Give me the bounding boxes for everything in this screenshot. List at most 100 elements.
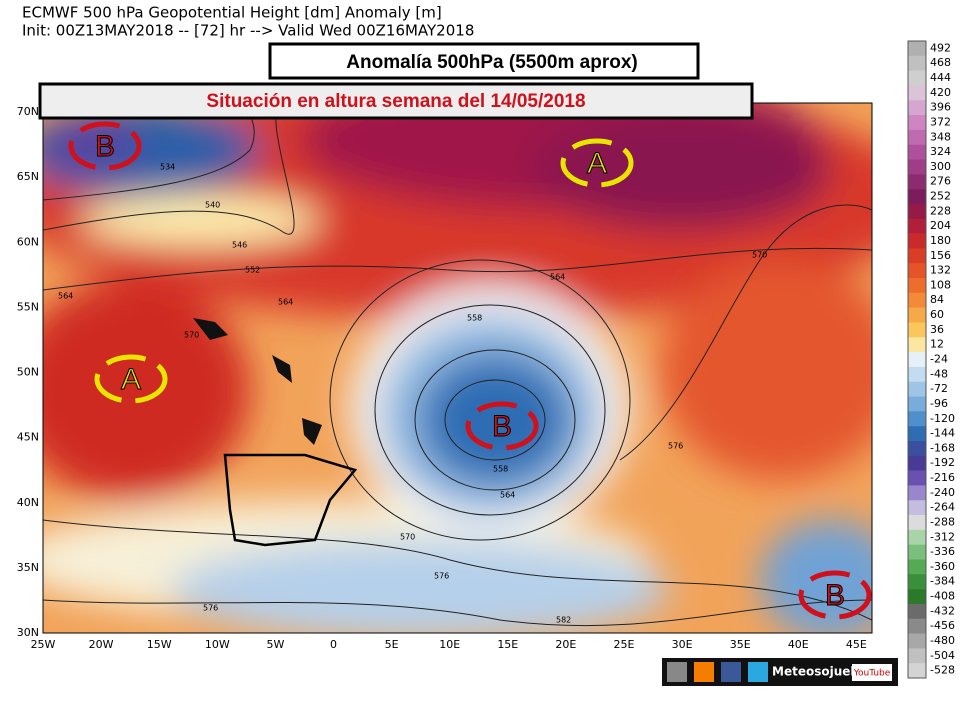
colorbar-swatch [908, 500, 926, 516]
colorbar-swatch [908, 648, 926, 664]
colorbar-label: 324 [930, 145, 951, 158]
colorbar-swatch [908, 70, 926, 86]
contour-label: 570 [752, 251, 767, 260]
arrows [193, 318, 322, 445]
colorbar-swatch [908, 381, 926, 397]
colorbar-swatch [908, 189, 926, 205]
colorbar-label: 300 [930, 160, 951, 173]
header-line: Init: 00Z13MAY2018 -- [72] hr --> Valid … [22, 22, 474, 40]
system-ring [94, 354, 168, 404]
pressure-systems: B A A B B [68, 121, 872, 620]
colorbar-label: 468 [930, 56, 951, 69]
lat-label: 65N [17, 170, 39, 183]
lon-label: 40E [788, 638, 809, 651]
lat-label: 30N [17, 626, 39, 639]
lon-label: 5W [266, 638, 284, 651]
colorbar-label: -528 [930, 664, 955, 677]
lon-label: 15E [497, 638, 518, 651]
system-label: A [587, 147, 607, 180]
colorbar-swatch [908, 337, 926, 353]
colorbar-swatch [908, 515, 926, 531]
colorbar-swatch [908, 440, 926, 457]
colorbar-swatch [908, 574, 926, 590]
colorbar-label: -336 [930, 545, 955, 558]
colorbar-swatch [908, 559, 926, 575]
contour-label: 570 [400, 533, 415, 542]
colorbar-swatch [908, 426, 926, 442]
colorbar-frame [907, 40, 927, 679]
lon-label: 0 [330, 638, 337, 651]
colorbar-swatch [908, 292, 926, 308]
colorbar-swatch [908, 396, 926, 412]
contour-label: 552 [245, 266, 260, 275]
colorbar-label: 36 [930, 323, 944, 336]
colorbar-label: 84 [930, 293, 944, 306]
colorbar-label: -360 [930, 560, 955, 573]
video-link[interactable]: YouTube [853, 669, 891, 679]
colorbar-label: -192 [930, 456, 955, 469]
colorbar-swatch [908, 85, 926, 101]
colorbar-swatch [908, 55, 926, 71]
colorbar-label: -48 [930, 367, 948, 380]
colorbar-label: -288 [930, 515, 955, 528]
map-field [43, 103, 872, 633]
colorbar-label: -24 [930, 353, 948, 366]
colorbar-label: 396 [930, 101, 951, 114]
colorbar-swatch [908, 129, 926, 145]
colorbar-label: -168 [930, 441, 955, 454]
colorbar-label: 60 [930, 308, 944, 321]
colorbar-label: -72 [930, 382, 948, 395]
colorbar-label: 132 [930, 264, 951, 277]
lat-label: 35N [17, 561, 39, 574]
colorbar-label: -456 [930, 619, 955, 632]
colorbar-label: 228 [930, 204, 951, 217]
colorbar-label: 348 [930, 130, 951, 143]
colorbar-swatch [908, 278, 926, 294]
system-ring [68, 121, 142, 171]
colorbar-label: -432 [930, 604, 955, 617]
footer: Meteosojuela YouTube [662, 658, 898, 686]
lat-label: 55N [17, 300, 39, 313]
colorbar-swatch [908, 41, 926, 57]
contour-label: 564 [550, 273, 565, 282]
contour-label: 576 [434, 572, 449, 581]
contour-label: 564 [500, 491, 515, 500]
system-label: B [95, 130, 115, 163]
colorbar-swatch [908, 411, 926, 427]
colorbar-swatch [908, 144, 926, 160]
colorbar-label: -384 [930, 575, 955, 588]
colorbar-swatch [908, 603, 926, 620]
contour-label: 558 [493, 465, 508, 474]
colorbar-swatch [908, 352, 926, 368]
colorbar-swatch [908, 115, 926, 131]
colorbar-label: -504 [930, 649, 955, 662]
lon-label: 35E [730, 638, 751, 651]
colorbar-label: 204 [930, 219, 951, 232]
banner: Anomalía 500hPa (5500m aprox) Situación … [38, 42, 754, 120]
lon-label: 25W [31, 638, 56, 651]
contour-label: 534 [160, 163, 175, 172]
system-ring [465, 401, 539, 451]
colorbar-swatch [908, 366, 926, 383]
colorbar-label: -144 [930, 427, 955, 440]
colorbar-swatch [908, 455, 926, 471]
contour-label: 564 [278, 298, 293, 307]
colorbar-swatch [908, 233, 926, 249]
lon-label: 20W [89, 638, 114, 651]
system-ring [798, 570, 872, 620]
lon-label: 25E [614, 638, 635, 651]
lat-label: 50N [17, 366, 39, 379]
colorbar-swatch [908, 174, 926, 190]
colorbar-swatch [908, 263, 926, 279]
header-line: ECMWF 500 hPa Geopotential Height [dm] A… [22, 4, 442, 22]
colorbar-label: -120 [930, 412, 955, 425]
contour-label: 564 [58, 292, 73, 301]
lon-label: 45E [846, 638, 867, 651]
system-label: B [825, 579, 845, 612]
colorbar-swatch [908, 203, 926, 220]
colorbar-label: 108 [930, 278, 951, 291]
